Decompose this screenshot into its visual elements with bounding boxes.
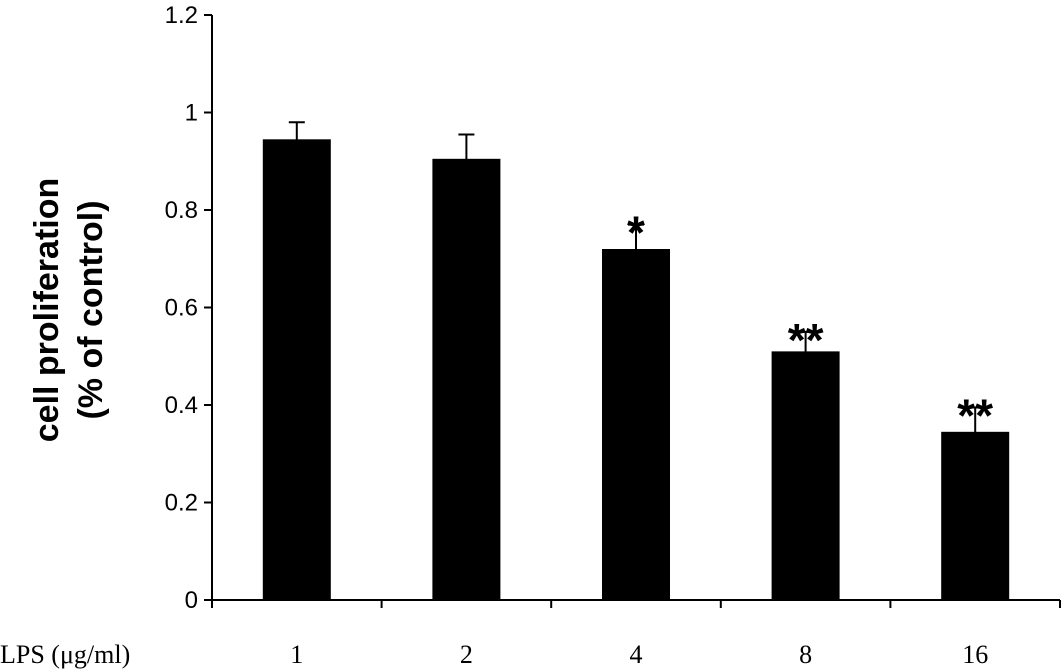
y-axis: 0 0.2 0.4 0.6 0.8 1 1.2 (165, 2, 213, 614)
error-bar (628, 223, 644, 274)
error-bars (288, 121, 984, 457)
bar (262, 139, 331, 600)
x-tick-label: 8 (799, 640, 812, 669)
y-tick-label: 0.8 (165, 197, 198, 224)
significance-marker: * (627, 207, 645, 259)
bar (432, 158, 501, 600)
error-bar (288, 121, 305, 157)
x-axis: 1 2 4 8 16 (211, 599, 1061, 669)
bar (602, 249, 670, 600)
x-tick-label: 16 (962, 640, 988, 669)
significance-markers: ***** (627, 207, 993, 442)
y-axis-title: cell proliferation (% of control) (28, 178, 110, 443)
error-bar (967, 406, 984, 457)
bar (941, 431, 1010, 600)
y-axis-title-line-2: (% of control) (72, 200, 110, 419)
significance-marker: ** (957, 389, 993, 441)
error-bar (458, 133, 475, 184)
y-tick-label: 0.2 (165, 490, 198, 517)
bar (771, 351, 840, 600)
error-bar (797, 330, 814, 371)
y-tick-label: 1.2 (165, 2, 198, 29)
x-tick-label: 1 (290, 640, 303, 669)
x-tick-label: 4 (630, 640, 643, 669)
y-tick-label: 0 (185, 587, 198, 614)
y-axis-title-line-1: cell proliferation (28, 178, 66, 443)
x-axis-title: LPS (μg/ml) (0, 640, 130, 669)
y-tick-label: 0.4 (165, 392, 198, 419)
significance-marker: ** (788, 314, 824, 366)
bars (262, 139, 1010, 600)
x-tick-label: 2 (460, 640, 473, 669)
y-tick-label: 0.6 (165, 295, 198, 322)
y-tick-label: 1 (185, 100, 198, 127)
